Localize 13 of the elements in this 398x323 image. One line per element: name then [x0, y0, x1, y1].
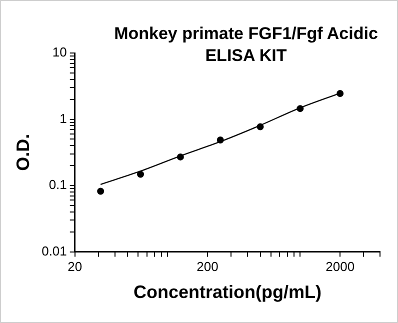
y-tick-label: 10 [52, 44, 67, 60]
point [137, 170, 144, 178]
x-tick-label: 2000 [326, 259, 355, 274]
x-tick-label: 200 [196, 259, 218, 274]
y-axis-title: O.D. [12, 134, 33, 171]
point [97, 188, 104, 195]
y-tick-label: 1 [60, 110, 67, 126]
point [336, 90, 344, 97]
x-tick-label: 20 [68, 259, 82, 274]
chart-title: Monkey primate FGF1/Fgf Acidic ELISA KIT [113, 23, 379, 67]
y-tick-label: 0.1 [48, 177, 67, 192]
y-tick-label: 0.01 [42, 243, 67, 258]
x-axis-title: Concentration(pg/mL) [133, 282, 322, 302]
